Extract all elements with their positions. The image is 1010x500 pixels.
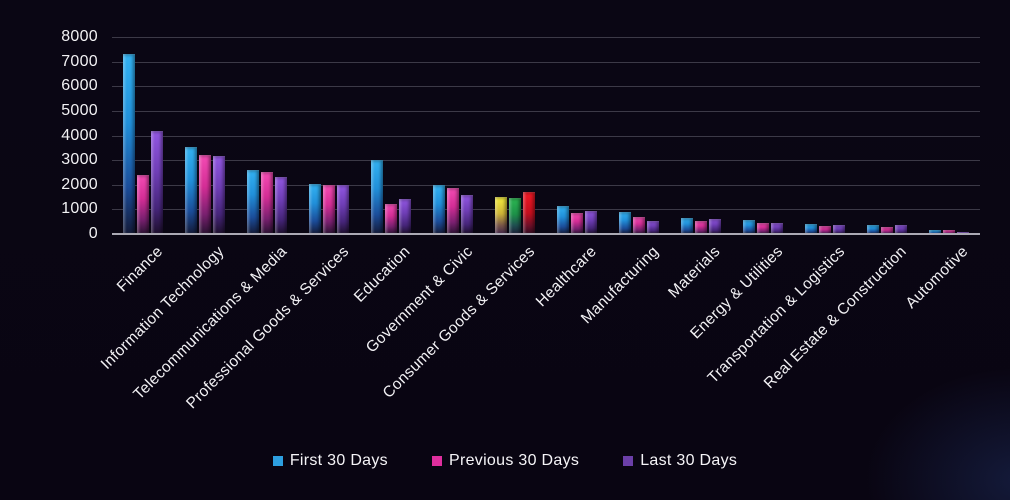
legend-item: Previous 30 Days	[431, 451, 580, 471]
bar	[461, 194, 473, 234]
gridline	[112, 110, 980, 112]
bar	[151, 130, 163, 234]
bar-group	[112, 37, 174, 234]
bar	[123, 54, 135, 234]
bar-group	[794, 37, 856, 234]
bar	[757, 222, 769, 234]
y-axis-label: 2000	[61, 175, 98, 193]
bar	[247, 169, 259, 234]
bar-group	[422, 37, 484, 234]
bar	[557, 206, 569, 234]
x-axis-label: Education	[351, 243, 415, 306]
y-axis-label: 5000	[61, 101, 98, 119]
bar	[447, 187, 459, 234]
y-axis-label: 4000	[61, 126, 98, 144]
bar	[275, 177, 287, 234]
gridline	[112, 37, 980, 38]
bar	[185, 146, 197, 234]
x-axis-label: Materials	[665, 243, 725, 302]
bar	[385, 204, 397, 234]
bar	[399, 198, 411, 234]
bar	[261, 172, 273, 234]
bar	[771, 222, 783, 234]
bar	[371, 160, 383, 234]
legend-swatch	[623, 456, 634, 466]
bar	[895, 224, 907, 234]
bar	[819, 225, 831, 234]
bar-group	[918, 37, 980, 234]
bar-group	[732, 37, 794, 234]
bar	[929, 229, 941, 234]
x-axis-line	[112, 233, 980, 235]
y-axis-label: 1000	[61, 200, 98, 218]
bar-group	[856, 37, 918, 234]
plot-area	[112, 37, 980, 235]
bar	[695, 221, 707, 234]
bar	[509, 197, 521, 234]
y-axis-label: 7000	[61, 52, 98, 70]
bar	[199, 155, 211, 234]
bar	[709, 219, 721, 234]
x-axis-label: Information Technology	[98, 243, 229, 373]
y-axis-label: 6000	[61, 77, 98, 95]
bar-group	[484, 37, 546, 234]
bar-group	[174, 37, 236, 234]
legend-swatch	[272, 456, 283, 466]
bar-groups	[112, 37, 980, 234]
legend-label: First 30 Days	[289, 452, 388, 469]
bar	[633, 217, 645, 234]
bar	[495, 196, 507, 234]
bar	[833, 225, 845, 234]
bar	[619, 212, 631, 234]
bar	[323, 184, 335, 234]
x-axis-label: Government & Civic	[362, 243, 477, 357]
legend-label: Last 30 Days	[640, 452, 738, 469]
legend-swatch	[431, 456, 442, 466]
bar	[681, 218, 693, 234]
bar	[433, 184, 445, 234]
gridline	[112, 86, 980, 88]
bar	[213, 156, 225, 234]
y-axis-label: 8000	[61, 28, 98, 45]
bar	[647, 221, 659, 234]
bar-group	[608, 37, 670, 234]
legend: First 30 Days Previous 30 Days Last 30 Day…	[0, 451, 1010, 471]
gridline	[112, 135, 980, 137]
bar	[805, 223, 817, 234]
gridline	[112, 209, 980, 211]
bar	[337, 184, 349, 234]
bar-group	[298, 37, 360, 234]
gridline	[112, 61, 980, 63]
bar	[943, 230, 955, 234]
y-axis-label: 0	[88, 225, 98, 242]
bar	[571, 213, 583, 234]
gridline	[112, 184, 980, 186]
bar-group	[236, 37, 298, 234]
bar	[881, 226, 893, 234]
bar	[309, 183, 321, 234]
legend-item: Last 30 Days	[623, 451, 737, 471]
x-axis-label: Finance	[113, 243, 167, 296]
bar	[523, 192, 535, 234]
y-axis-label: 3000	[61, 151, 98, 169]
bar-group	[546, 37, 608, 234]
legend-item: First 30 Days	[272, 451, 388, 471]
bar	[137, 174, 149, 234]
bar-group	[670, 37, 732, 234]
gridline	[112, 160, 980, 162]
bar	[743, 220, 755, 234]
legend-label: Previous 30 Days	[448, 452, 580, 469]
bar	[585, 211, 597, 234]
bar-group	[360, 37, 422, 234]
bar	[867, 225, 879, 234]
x-axis-label: Automotive	[903, 243, 973, 312]
